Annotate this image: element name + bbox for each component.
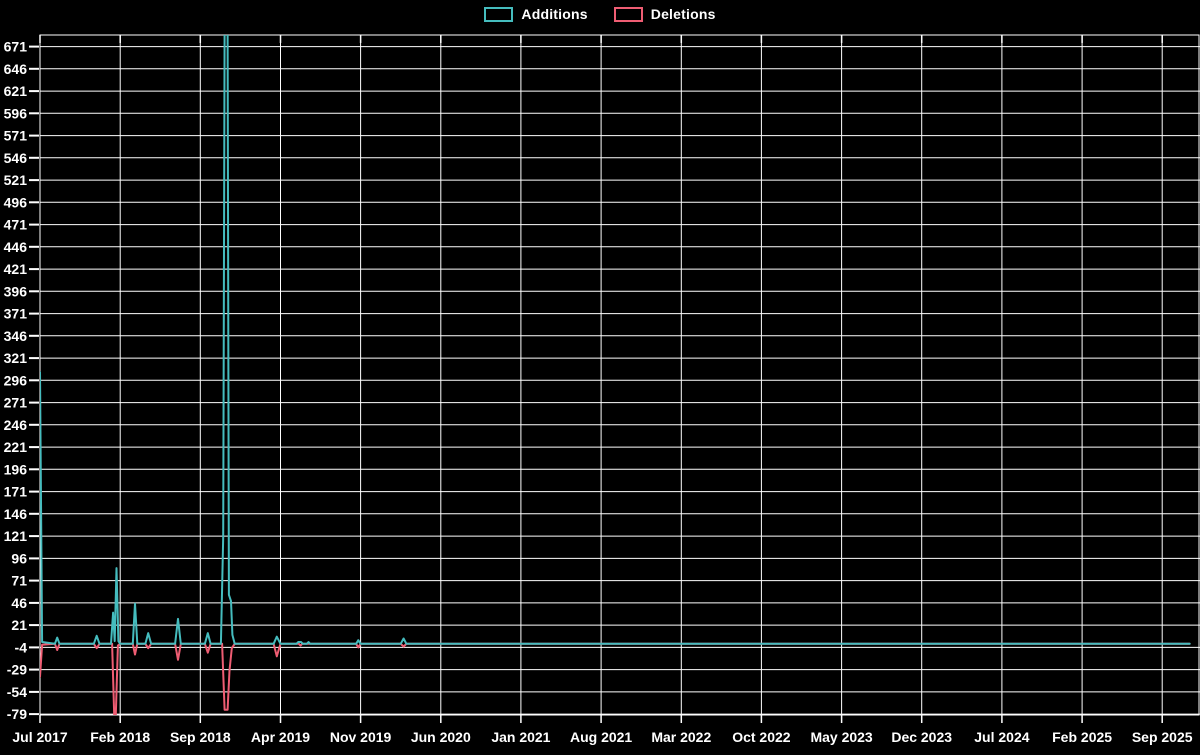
y-tick-label: 521 [4, 172, 28, 188]
y-tick-label: 621 [4, 83, 28, 99]
y-tick-label: 371 [4, 306, 28, 322]
y-tick-label: 496 [4, 194, 28, 210]
y-tick-label: 571 [4, 128, 28, 144]
y-tick-label: 446 [4, 239, 28, 255]
x-tick-label: Feb 2018 [90, 729, 150, 745]
y-tick-label: 21 [11, 617, 27, 633]
x-tick-label: Sep 2018 [170, 729, 231, 745]
y-tick-label: 271 [4, 395, 28, 411]
y-tick-label: 171 [4, 484, 28, 500]
y-tick-label: 671 [4, 39, 28, 55]
deletions-line [40, 642, 1191, 715]
y-tick-label: 196 [4, 461, 28, 477]
y-tick-label: 71 [11, 573, 27, 589]
y-tick-label: 396 [4, 283, 28, 299]
additions-line [40, 35, 1191, 645]
x-tick-label: Apr 2019 [251, 729, 310, 745]
y-tick-label: 121 [4, 528, 28, 544]
y-tick-label: 221 [4, 439, 28, 455]
plot-border [39, 34, 1200, 716]
x-tick-label: Dec 2023 [891, 729, 952, 745]
x-tick-label: Sep 2025 [1132, 729, 1193, 745]
x-tick-label: Aug 2021 [570, 729, 632, 745]
y-tick-label: 296 [4, 372, 28, 388]
y-tick-label: 321 [4, 350, 28, 366]
y-tick-label: -4 [15, 639, 28, 655]
x-tick-label: Jan 2021 [491, 729, 550, 745]
x-tick-label: Jul 2017 [12, 729, 67, 745]
y-tick-label: -54 [7, 684, 27, 700]
y-tick-label: 546 [4, 150, 28, 166]
y-tick-label: 246 [4, 417, 28, 433]
y-tick-label: 471 [4, 217, 28, 233]
x-tick-label: Feb 2025 [1052, 729, 1112, 745]
y-tick-label: 346 [4, 328, 28, 344]
x-tick-label: Jun 2020 [411, 729, 471, 745]
y-tick-label: -29 [7, 662, 27, 678]
x-tick-label: May 2023 [810, 729, 872, 745]
y-tick-label: 46 [11, 595, 27, 611]
y-tick-label: 596 [4, 105, 28, 121]
y-tick-label: 146 [4, 506, 28, 522]
y-tick-label: -79 [7, 706, 27, 722]
x-tick-label: Mar 2022 [651, 729, 711, 745]
y-tick-label: 646 [4, 61, 28, 77]
x-tick-label: Jul 2024 [974, 729, 1029, 745]
y-tick-label: 421 [4, 261, 28, 277]
x-tick-label: Oct 2022 [732, 729, 791, 745]
y-tick-label: 96 [11, 550, 27, 566]
x-tick-label: Nov 2019 [330, 729, 392, 745]
